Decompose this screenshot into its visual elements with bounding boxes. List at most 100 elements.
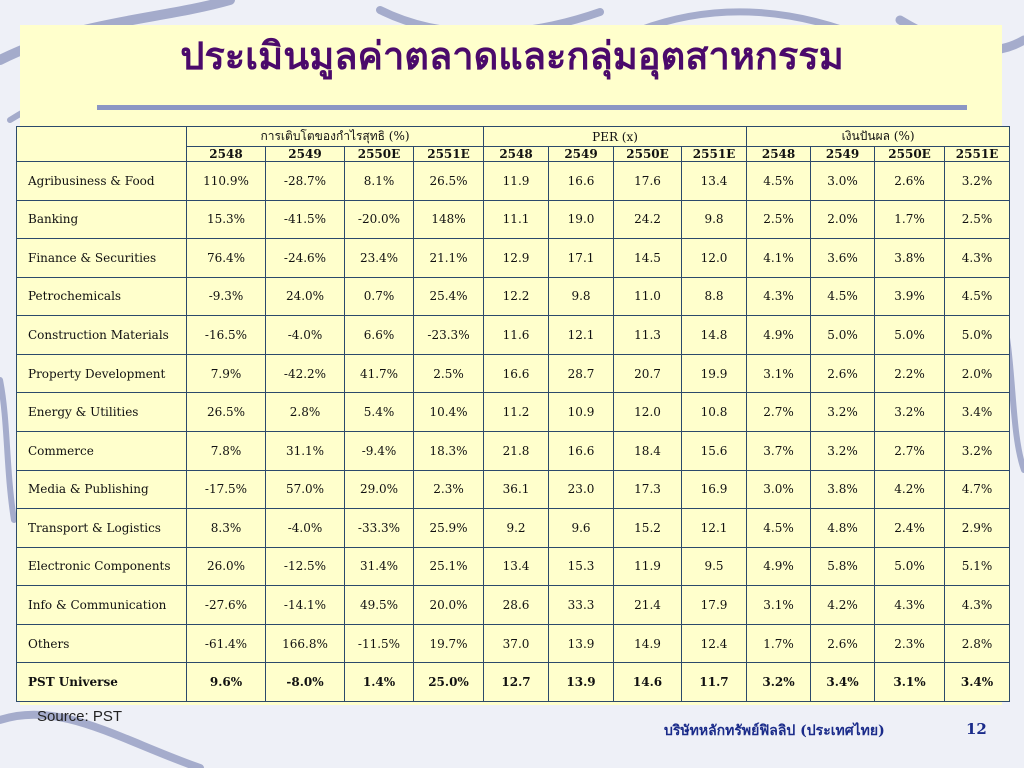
table-cell: 7.8%	[186, 430, 266, 471]
table-cell: 3.2%	[746, 662, 812, 702]
table-row: Banking 15.3% -41.5% -20.0% 148% 11.1 19.0 24.2…	[16, 199, 1011, 240]
table-cell: 4.5%	[746, 161, 812, 201]
table-cell: 14.9	[613, 623, 683, 664]
table-cell: -9.4%	[344, 430, 414, 471]
table-cell: 3.2%	[810, 392, 876, 432]
table-cell: 3.8%	[874, 238, 946, 278]
table-cell: 14.8	[681, 315, 748, 355]
table-cell: 5.0%	[944, 315, 1011, 355]
table-cell: 26.5%	[412, 161, 485, 201]
table-cell: 2.5%	[412, 353, 485, 394]
table-cell: 2.3%	[874, 623, 946, 664]
table-cell: -24.6%	[265, 238, 345, 278]
table-cell: 17.3	[613, 469, 683, 510]
table-cell: 11.1	[483, 199, 550, 240]
table-cell: 2.8%	[944, 623, 1011, 664]
table-cell: 2.7%	[874, 430, 946, 471]
table-cell: 9.2	[483, 508, 550, 548]
year-header: 2549	[810, 146, 876, 162]
table-cell: 13.4	[483, 546, 550, 587]
table-cell: 7.9%	[186, 353, 266, 394]
table-cell: 2.5%	[746, 199, 812, 240]
table-cell: 76.4%	[186, 238, 266, 278]
table-cell: 4.3%	[874, 585, 946, 625]
table-cell: 12.1	[548, 315, 615, 355]
table-row: Finance & Securities 76.4% -24.6% 23.4% 21.1…	[16, 238, 1011, 278]
table-cell: 2.6%	[874, 161, 946, 201]
sector-name: Agribusiness & Food	[16, 161, 187, 201]
sector-name: Property Development	[16, 353, 187, 394]
table-cell: 25.0%	[412, 662, 485, 702]
table-cell: 11.7	[681, 662, 748, 702]
year-header: 2550E	[344, 146, 414, 162]
sector-name: Info & Communication	[16, 585, 187, 625]
table-cell: 12.4	[681, 623, 748, 664]
table-cell: 3.8%	[810, 469, 876, 510]
sector-name: Petrochemicals	[16, 276, 187, 317]
table-cell: 3.0%	[746, 469, 812, 510]
table-cell: 11.3	[613, 315, 683, 355]
table-cell: 9.5	[681, 546, 748, 587]
table-cell: 4.9%	[746, 315, 812, 355]
table-cell: -11.5%	[344, 623, 414, 664]
table-cell: 2.0%	[944, 353, 1011, 394]
table-cell: 12.7	[483, 662, 550, 702]
table-cell: 14.5	[613, 238, 683, 278]
table-cell: 5.0%	[874, 315, 946, 355]
table-cell: 5.0%	[810, 315, 876, 355]
table-cell: 28.7	[548, 353, 615, 394]
table-cell: 4.5%	[746, 508, 812, 548]
table-cell: 31.1%	[265, 430, 345, 471]
year-header: 2548	[483, 146, 550, 162]
table-cell: 148%	[412, 199, 485, 240]
table-cell: 15.3	[548, 546, 615, 587]
year-header: 2549	[548, 146, 615, 162]
table-cell: 2.3%	[412, 469, 485, 510]
table-row: Commerce 7.8% 31.1% -9.4% 18.3% 21.8 16.6 18.4 1…	[16, 430, 1011, 471]
table-cell: 5.4%	[344, 392, 414, 432]
table-cell: 23.4%	[344, 238, 414, 278]
table-cell: -17.5%	[186, 469, 266, 510]
table-cell: -28.7%	[265, 161, 345, 201]
table-cell: 2.5%	[944, 199, 1011, 240]
header-blank-cell	[16, 126, 187, 162]
table-cell: 29.0%	[344, 469, 414, 510]
table-cell: 24.0%	[265, 276, 345, 317]
table-cell: -16.5%	[186, 315, 266, 355]
sector-name: Others	[16, 623, 187, 664]
table-cell: -42.2%	[265, 353, 345, 394]
table-cell: 12.0	[613, 392, 683, 432]
table-cell: 3.2%	[874, 392, 946, 432]
table-cell: 19.9	[681, 353, 748, 394]
table-cell: 3.6%	[810, 238, 876, 278]
table-cell: 25.9%	[412, 508, 485, 548]
table-cell: 23.0	[548, 469, 615, 510]
table-row: Construction Materials -16.5% -4.0% 6.6% -23…	[16, 315, 1011, 355]
table-cell: 17.1	[548, 238, 615, 278]
table-cell: 4.3%	[746, 276, 812, 317]
table-cell: 4.1%	[746, 238, 812, 278]
table-cell: 4.3%	[944, 238, 1011, 278]
table-cell: 9.8	[548, 276, 615, 317]
sector-name: Energy & Utilities	[16, 392, 187, 432]
table-row: Transport & Logistics 8.3% -4.0% -33.3% 25.9…	[16, 508, 1011, 548]
table-cell: 11.9	[613, 546, 683, 587]
table-cell: 3.1%	[746, 585, 812, 625]
table-cell: 2.0%	[810, 199, 876, 240]
group-header-per: PER (x)	[483, 126, 748, 147]
year-header: 2550E	[613, 146, 683, 162]
table-cell: 3.9%	[874, 276, 946, 317]
year-header: 2551E	[944, 146, 1011, 162]
table-cell: 10.8	[681, 392, 748, 432]
table-cell: 18.4	[613, 430, 683, 471]
table-cell: -4.0%	[265, 508, 345, 548]
table-row: Info & Communication -27.6% -14.1% 49.5% 20.…	[16, 585, 1011, 625]
table-cell: 3.1%	[746, 353, 812, 394]
group-header-row: การเติบโตของกำไรสุทธิ (%) PER (x) เงินปั…	[16, 126, 1011, 162]
sector-name: Banking	[16, 199, 187, 240]
table-cell: 4.2%	[874, 469, 946, 510]
sector-name: Transport & Logistics	[16, 508, 187, 548]
table-cell: 4.3%	[944, 585, 1011, 625]
table-cell: 4.5%	[810, 276, 876, 317]
table-cell: 25.4%	[412, 276, 485, 317]
